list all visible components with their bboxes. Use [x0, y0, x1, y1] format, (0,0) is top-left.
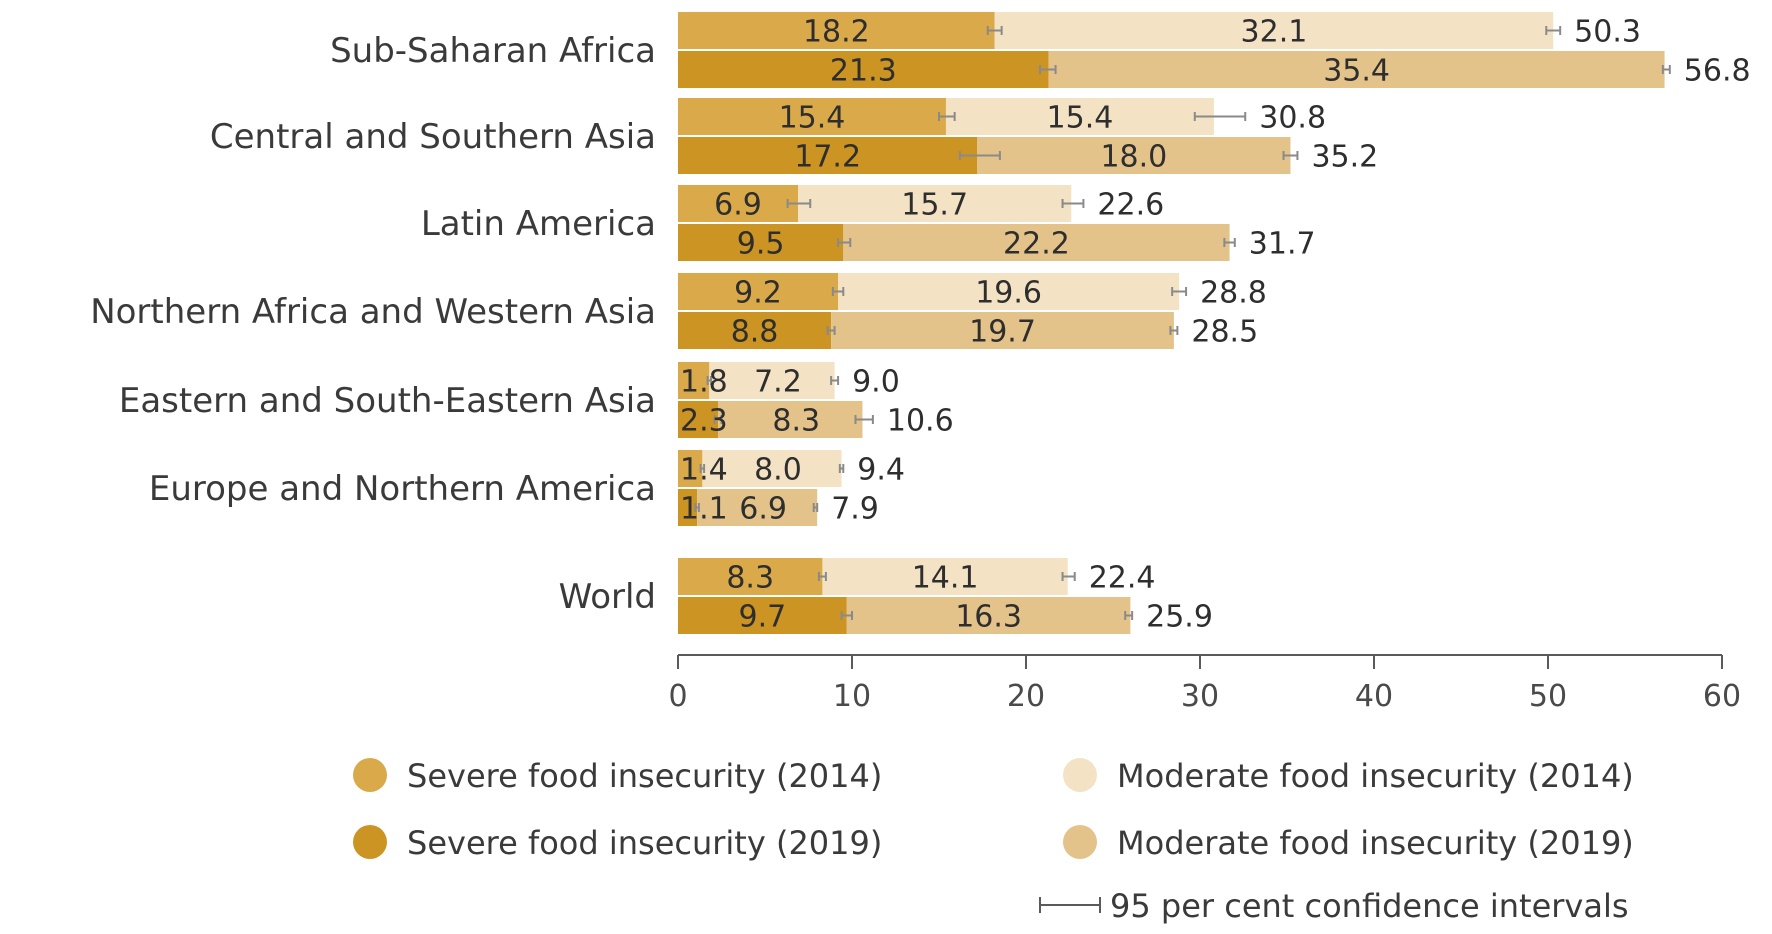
value-label-moderate-2019: 16.3 — [955, 600, 1022, 635]
bar-severe-2014 — [678, 185, 799, 222]
value-label-moderate-2014: 15.7 — [901, 188, 968, 223]
value-label-moderate-2014: 14.1 — [912, 561, 979, 596]
value-label-total-2019: 25.9 — [1146, 600, 1213, 635]
region-label: Eastern and South-Eastern Asia — [119, 381, 656, 421]
value-label-moderate-2019: 22.2 — [1003, 227, 1070, 262]
value-label-total-2019: 28.5 — [1191, 315, 1258, 350]
x-tick-label: 50 — [1529, 679, 1567, 714]
value-label-severe-2014: 9.2 — [734, 276, 782, 311]
value-label-moderate-2014: 15.4 — [1047, 101, 1114, 136]
value-label-moderate-2019: 6.9 — [739, 492, 787, 527]
value-label-total-2014: 50.3 — [1574, 15, 1641, 50]
value-label-moderate-2014: 7.2 — [754, 365, 802, 400]
value-label-severe-2019: 17.2 — [794, 140, 861, 175]
value-label-moderate-2019: 18.0 — [1100, 140, 1167, 175]
value-label-total-2014: 9.4 — [857, 453, 905, 488]
value-label-moderate-2014: 32.1 — [1241, 15, 1308, 50]
value-label-total-2014: 22.6 — [1097, 188, 1164, 223]
x-tick-label: 20 — [1007, 679, 1045, 714]
value-label-moderate-2014: 8.0 — [754, 453, 802, 488]
bar-severe-2014 — [678, 12, 995, 49]
bar-severe-2019 — [678, 51, 1049, 88]
legend-swatch — [1063, 758, 1097, 792]
legend-swatch — [353, 825, 387, 859]
value-label-total-2019: 7.9 — [831, 492, 879, 527]
value-label-severe-2019: 2.3 — [680, 404, 728, 439]
value-label-moderate-2019: 8.3 — [772, 404, 820, 439]
value-label-moderate-2019: 35.4 — [1323, 54, 1390, 89]
bar-moderate-2019 — [846, 597, 1131, 634]
bar-severe-2019 — [678, 137, 978, 174]
region-label: Latin America — [421, 204, 656, 244]
bar-moderate-2019 — [697, 489, 818, 526]
x-tick-label: 60 — [1703, 679, 1741, 714]
bar-moderate-2014 — [798, 185, 1072, 222]
value-label-total-2014: 28.8 — [1200, 276, 1267, 311]
bar-moderate-2014 — [702, 450, 842, 487]
value-label-moderate-2014: 19.6 — [975, 276, 1042, 311]
value-label-severe-2014: 1.4 — [680, 453, 728, 488]
value-label-total-2014: 30.8 — [1259, 101, 1326, 136]
bar-severe-2014 — [678, 98, 946, 135]
value-label-total-2019: 31.7 — [1249, 227, 1316, 262]
bar-moderate-2014 — [994, 12, 1554, 49]
bar-moderate-2019 — [831, 312, 1174, 349]
region-label: Northern Africa and Western Asia — [90, 292, 656, 332]
x-tick-label: 10 — [833, 679, 871, 714]
value-label-moderate-2019: 19.7 — [969, 315, 1036, 350]
bar-moderate-2019 — [843, 224, 1230, 261]
legend-label: Severe food insecurity (2019) — [407, 824, 882, 862]
value-label-severe-2019: 9.5 — [737, 227, 785, 262]
bar-moderate-2019 — [977, 137, 1291, 174]
bar-severe-2019 — [678, 597, 847, 634]
bar-moderate-2014 — [838, 273, 1180, 310]
value-label-severe-2014: 15.4 — [779, 101, 846, 136]
bar-moderate-2014 — [945, 98, 1214, 135]
ci-legend-label: 95 per cent confidence intervals — [1110, 887, 1629, 925]
value-label-total-2019: 56.8 — [1684, 54, 1751, 89]
value-label-severe-2014: 6.9 — [714, 188, 762, 223]
value-label-severe-2019: 9.7 — [739, 600, 787, 635]
x-tick-label: 0 — [668, 679, 687, 714]
bar-moderate-2019 — [1048, 51, 1665, 88]
value-label-total-2014: 22.4 — [1089, 561, 1156, 596]
bar-moderate-2014 — [709, 362, 835, 399]
region-label: Europe and Northern America — [149, 469, 656, 509]
legend-label: Moderate food insecurity (2019) — [1117, 824, 1634, 862]
value-label-severe-2014: 8.3 — [726, 561, 774, 596]
value-label-severe-2019: 8.8 — [731, 315, 779, 350]
x-tick-label: 30 — [1181, 679, 1219, 714]
value-label-total-2019: 10.6 — [887, 404, 954, 439]
region-label: Sub-Saharan Africa — [330, 31, 656, 71]
legend-swatch — [1063, 825, 1097, 859]
bar-severe-2014 — [678, 558, 823, 595]
bar-moderate-2014 — [822, 558, 1068, 595]
bar-moderate-2019 — [718, 401, 863, 438]
bar-severe-2019 — [678, 312, 832, 349]
legend-label: Severe food insecurity (2014) — [407, 757, 882, 795]
bar-severe-2014 — [678, 362, 710, 399]
bar-severe-2019 — [678, 224, 844, 261]
region-label: World — [559, 577, 656, 617]
value-label-severe-2019: 1.1 — [680, 492, 728, 527]
value-label-severe-2014: 1.8 — [680, 365, 728, 400]
legend-label: Moderate food insecurity (2014) — [1117, 757, 1634, 795]
bar-severe-2014 — [678, 450, 703, 487]
bar-severe-2019 — [678, 401, 719, 438]
value-label-total-2014: 9.0 — [852, 365, 900, 400]
value-label-severe-2019: 21.3 — [830, 54, 897, 89]
bar-severe-2019 — [678, 489, 698, 526]
region-label: Central and Southern Asia — [210, 117, 656, 157]
value-label-total-2019: 35.2 — [1311, 140, 1378, 175]
value-label-severe-2014: 18.2 — [803, 15, 870, 50]
legend-swatch — [353, 758, 387, 792]
x-tick-label: 40 — [1355, 679, 1393, 714]
bar-severe-2014 — [678, 273, 839, 310]
